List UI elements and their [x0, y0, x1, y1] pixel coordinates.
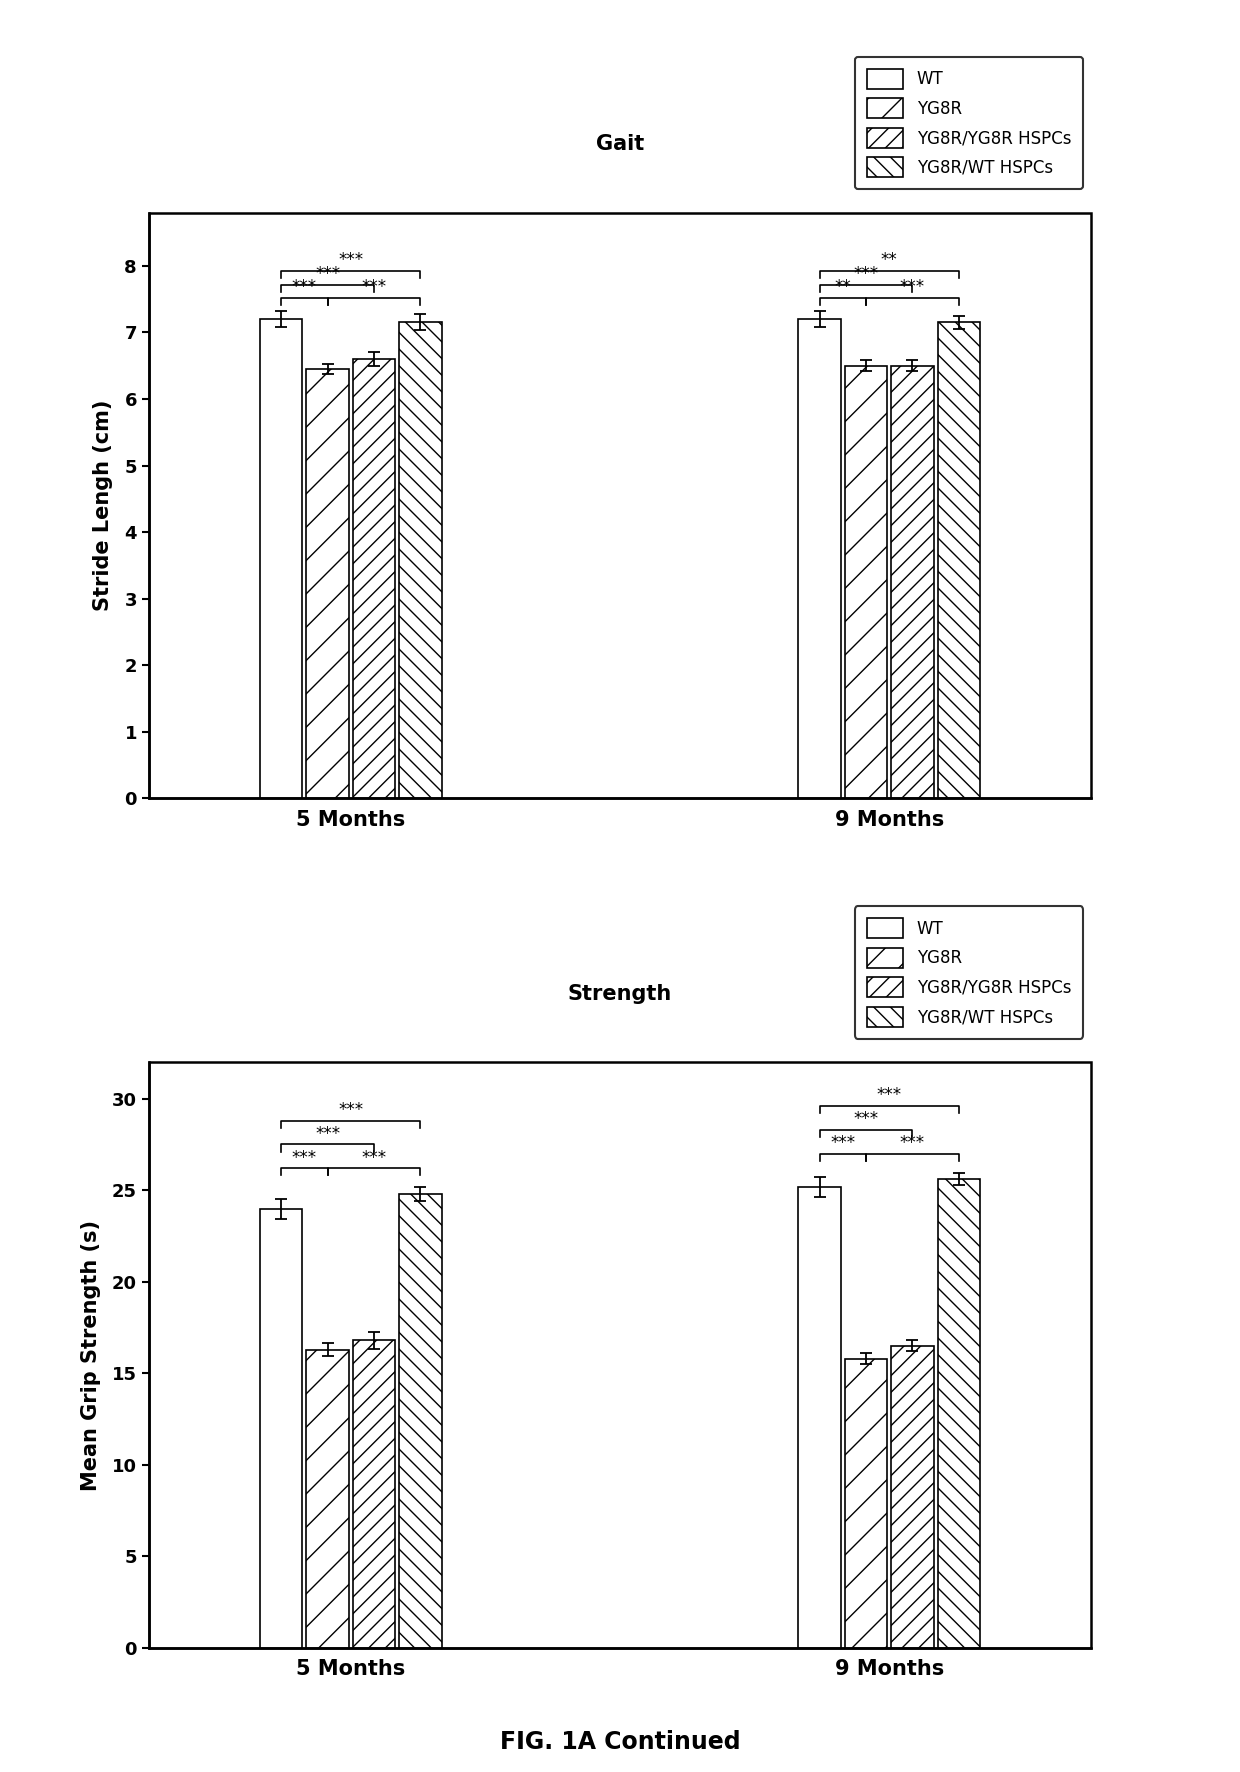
Text: ***: ***: [361, 278, 387, 296]
Bar: [399, 1194, 441, 1648]
Bar: [306, 1350, 348, 1648]
Text: ***: ***: [900, 278, 925, 296]
Bar: [260, 319, 303, 799]
Bar: [937, 323, 980, 799]
Y-axis label: Stride Lengh (cm): Stride Lengh (cm): [93, 400, 113, 611]
Text: ***: ***: [831, 1134, 856, 1152]
Text: ***: ***: [315, 264, 340, 284]
Bar: [306, 369, 348, 799]
Bar: [892, 365, 934, 799]
Text: **: **: [880, 252, 898, 269]
Bar: [260, 1209, 303, 1648]
Bar: [892, 1347, 934, 1648]
Legend: WT, YG8R, YG8R/YG8R HSPCs, YG8R/WT HSPCs: WT, YG8R, YG8R/YG8R HSPCs, YG8R/WT HSPCs: [856, 907, 1083, 1038]
Text: **: **: [835, 278, 851, 296]
Bar: [352, 1340, 396, 1648]
Bar: [844, 1359, 888, 1648]
Bar: [799, 1187, 841, 1648]
Text: ***: ***: [900, 1134, 925, 1152]
Text: ***: ***: [853, 1109, 879, 1129]
Text: ***: ***: [361, 1148, 387, 1166]
Bar: [399, 323, 441, 799]
Text: ***: ***: [291, 278, 317, 296]
Bar: [844, 365, 888, 799]
Text: ***: ***: [339, 252, 363, 269]
Legend: WT, YG8R, YG8R/YG8R HSPCs, YG8R/WT HSPCs: WT, YG8R, YG8R/YG8R HSPCs, YG8R/WT HSPCs: [856, 57, 1083, 190]
Text: ***: ***: [877, 1086, 901, 1104]
Bar: [352, 360, 396, 799]
Text: Gait: Gait: [596, 135, 644, 154]
Text: ***: ***: [315, 1125, 340, 1143]
Text: FIG. 1A Continued: FIG. 1A Continued: [500, 1729, 740, 1754]
Bar: [799, 319, 841, 799]
Text: ***: ***: [339, 1100, 363, 1118]
Text: ***: ***: [291, 1148, 317, 1166]
Text: Strength: Strength: [568, 983, 672, 1003]
Text: ***: ***: [853, 264, 879, 284]
Y-axis label: Mean Grip Strength (s): Mean Grip Strength (s): [81, 1219, 100, 1490]
Bar: [937, 1180, 980, 1648]
